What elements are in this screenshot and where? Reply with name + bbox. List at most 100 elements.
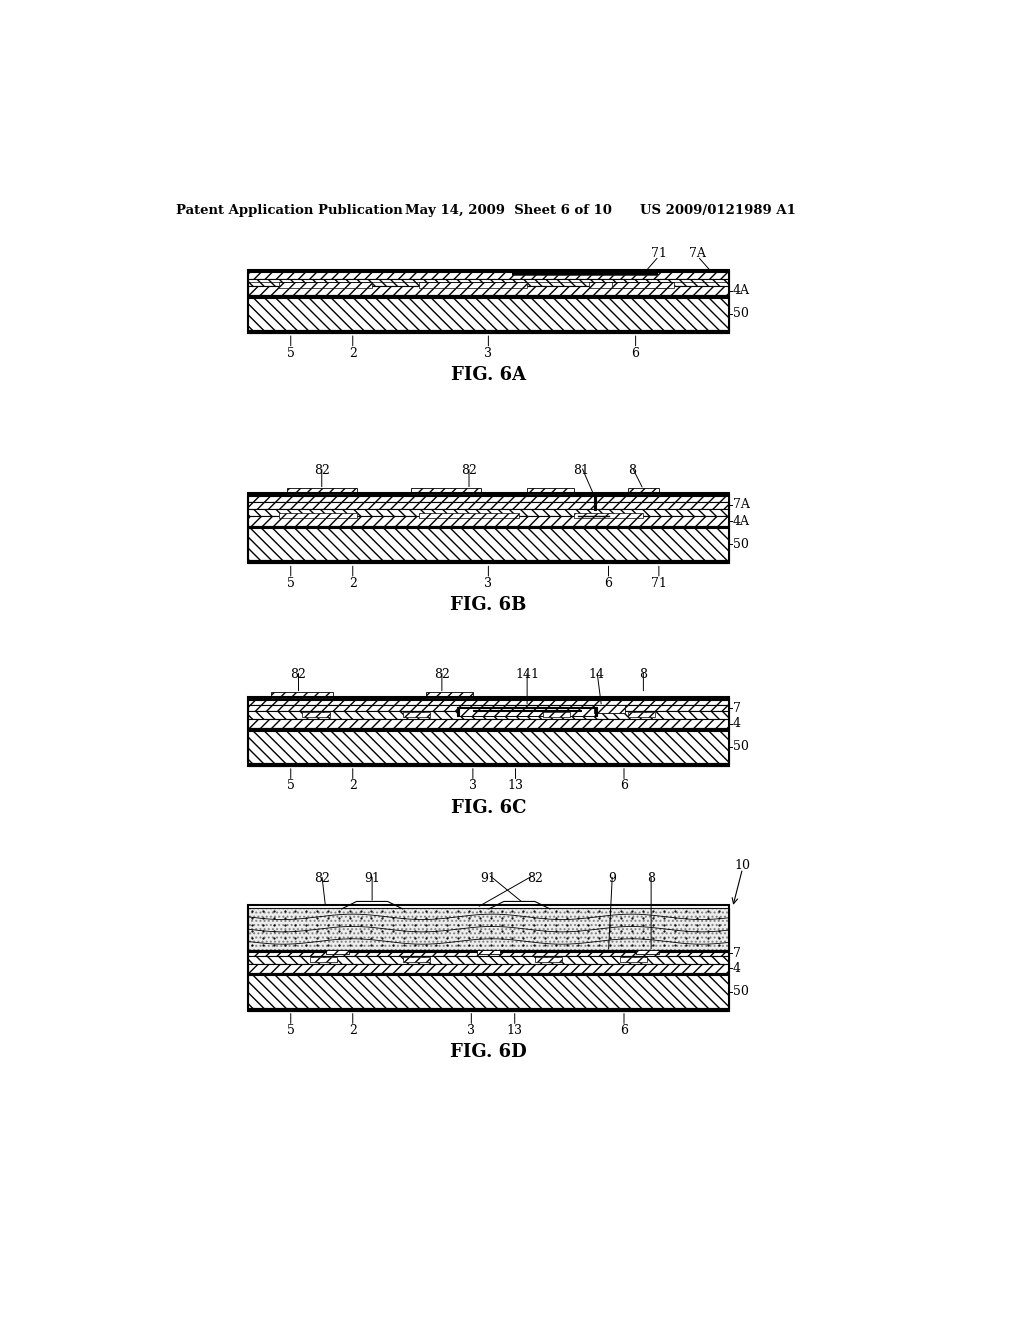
Text: 4A: 4A (732, 515, 750, 528)
Text: Patent Application Publication: Patent Application Publication (176, 205, 402, 218)
Text: 2: 2 (349, 347, 356, 360)
Bar (248, 286, 729, 296)
Bar (248, 705, 729, 711)
Text: 50: 50 (732, 537, 749, 550)
Text: 3: 3 (467, 1024, 475, 1038)
Bar (248, 697, 729, 700)
Bar (248, 906, 729, 1011)
Text: FIG. 6C: FIG. 6C (451, 799, 526, 817)
Text: 82: 82 (434, 668, 450, 681)
Text: 141: 141 (515, 668, 539, 681)
Bar (248, 973, 729, 975)
Text: 71: 71 (651, 247, 667, 260)
Text: 6: 6 (632, 347, 640, 360)
Text: 50: 50 (732, 741, 749, 754)
Bar (248, 516, 729, 525)
Bar (248, 279, 729, 286)
Text: 7: 7 (732, 946, 740, 960)
Bar (594, 496, 596, 511)
Text: 4A: 4A (732, 284, 750, 297)
Text: 2: 2 (349, 577, 356, 590)
Text: 10: 10 (734, 859, 751, 871)
Bar (248, 964, 729, 973)
Bar (512, 272, 656, 275)
Bar (636, 950, 658, 954)
Text: 71: 71 (651, 577, 667, 590)
Bar (543, 711, 569, 717)
Text: 50: 50 (732, 308, 749, 321)
Bar (248, 697, 729, 766)
Text: 9: 9 (608, 871, 616, 884)
Text: 5: 5 (287, 1024, 295, 1038)
Bar (248, 908, 729, 950)
Bar (527, 488, 573, 494)
Bar (248, 525, 729, 528)
Text: 5: 5 (287, 779, 295, 792)
Bar (628, 488, 658, 494)
Text: 82: 82 (313, 871, 330, 884)
Bar (458, 706, 597, 708)
Bar (248, 711, 729, 719)
Text: 3: 3 (484, 347, 493, 360)
Bar (248, 496, 729, 502)
Text: 13: 13 (508, 779, 523, 792)
Bar (419, 512, 519, 517)
Bar (248, 508, 729, 516)
Bar (589, 281, 667, 288)
Bar (512, 272, 656, 276)
Bar (248, 975, 729, 1007)
Text: 4: 4 (732, 962, 740, 975)
Text: 5: 5 (287, 577, 295, 590)
Bar (248, 296, 729, 298)
Text: 6: 6 (604, 577, 612, 590)
Bar (248, 272, 729, 279)
Bar (403, 711, 430, 717)
Bar (287, 488, 356, 494)
Bar (248, 494, 729, 496)
Bar (458, 706, 459, 715)
Bar (302, 711, 330, 717)
Bar (612, 281, 675, 288)
Bar (248, 560, 729, 564)
Text: 8: 8 (639, 668, 647, 681)
Text: 3: 3 (469, 779, 477, 792)
Text: 2: 2 (349, 1024, 356, 1038)
Bar (248, 528, 729, 561)
Text: 8: 8 (628, 463, 636, 477)
Text: FIG. 6B: FIG. 6B (451, 597, 526, 614)
Text: FIG. 6A: FIG. 6A (451, 366, 526, 384)
Bar (419, 281, 527, 288)
Bar (248, 952, 729, 956)
Text: 50: 50 (732, 985, 749, 998)
Text: 7: 7 (732, 702, 740, 714)
Text: 6: 6 (620, 1024, 628, 1038)
Bar (280, 281, 372, 288)
Bar (403, 957, 430, 961)
Bar (248, 700, 729, 705)
Bar (411, 488, 480, 494)
Bar (473, 710, 582, 711)
Bar (621, 957, 647, 961)
Text: 13: 13 (507, 1024, 522, 1038)
Bar (248, 298, 729, 330)
Bar (248, 502, 729, 508)
Bar (310, 957, 337, 961)
Text: 91: 91 (365, 871, 380, 884)
Bar (458, 708, 597, 715)
Bar (326, 950, 349, 954)
Text: 81: 81 (573, 463, 590, 477)
Bar (248, 730, 729, 763)
Bar (248, 271, 729, 272)
Bar (248, 729, 729, 730)
Bar (248, 271, 729, 333)
Bar (271, 692, 334, 698)
Bar (248, 908, 729, 950)
Bar (248, 763, 729, 766)
Text: 7A: 7A (689, 247, 707, 260)
Bar (628, 711, 655, 717)
Bar (248, 956, 729, 964)
Text: FIG. 6D: FIG. 6D (450, 1043, 526, 1061)
Bar (426, 692, 473, 698)
Bar (248, 719, 729, 729)
Text: May 14, 2009  Sheet 6 of 10: May 14, 2009 Sheet 6 of 10 (406, 205, 612, 218)
